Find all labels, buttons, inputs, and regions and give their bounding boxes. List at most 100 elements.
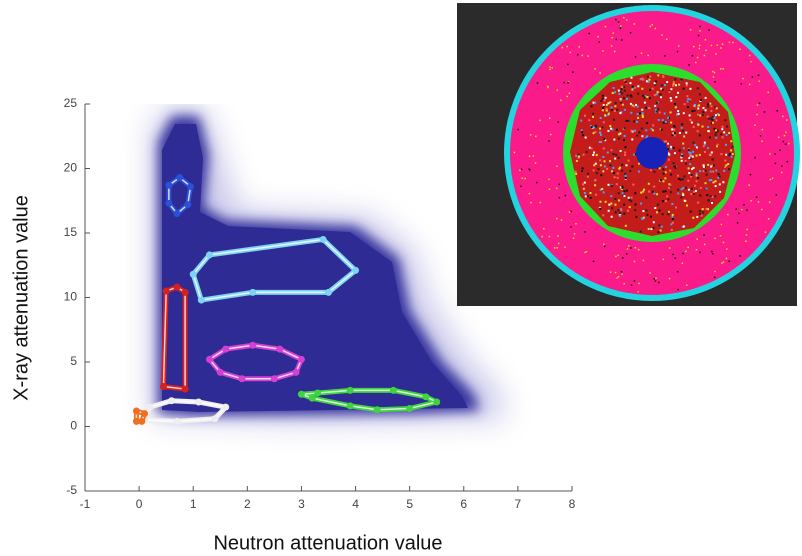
speckle-dot	[714, 271, 716, 273]
y-axis-title: X-ray attenuation value	[10, 195, 32, 401]
speckle-dot	[632, 184, 634, 186]
speckle-dot	[614, 110, 616, 112]
speckle-dot	[606, 168, 608, 170]
speckle-dot	[695, 62, 697, 64]
speckle-dot	[670, 146, 672, 148]
speckle-dot	[746, 209, 748, 211]
speckle-dot	[705, 97, 707, 99]
speckle-dot	[620, 150, 622, 152]
speckle-dot	[548, 179, 550, 181]
speckle-dot	[702, 208, 704, 210]
speckle-dot	[657, 74, 659, 76]
speckle-dot	[665, 121, 667, 123]
speckle-dot	[583, 154, 585, 156]
speckle-dot	[596, 172, 598, 174]
polygon-vertex	[320, 236, 327, 243]
polygon-vertex	[211, 415, 218, 422]
speckle-dot	[689, 119, 691, 121]
speckle-dot	[592, 116, 594, 118]
speckle-dot	[667, 198, 669, 200]
speckle-dot	[521, 169, 523, 171]
speckle-dot	[675, 257, 677, 259]
speckle-dot	[705, 39, 707, 41]
speckle-dot	[665, 140, 667, 142]
speckle-dot	[647, 55, 649, 57]
speckle-dot	[721, 224, 723, 226]
speckle-dot	[698, 104, 700, 106]
speckle-dot	[601, 188, 603, 190]
speckle-dot	[683, 135, 685, 137]
speckle-dot	[703, 166, 705, 168]
speckle-dot	[694, 185, 696, 187]
polygon-vertex	[314, 389, 321, 396]
speckle-dot	[703, 234, 705, 236]
speckle-dot	[715, 170, 717, 172]
speckle-dot	[586, 151, 588, 153]
speckle-dot	[615, 256, 617, 258]
speckle-dot	[738, 213, 740, 215]
speckle-dot	[587, 55, 589, 57]
speckle-dot	[588, 119, 590, 121]
speckle-dot	[696, 238, 698, 240]
speckle-dot	[656, 211, 658, 213]
speckle-dot	[624, 154, 626, 156]
polygon-vertex	[217, 369, 224, 376]
speckle-dot	[715, 137, 717, 139]
speckle-dot	[759, 103, 761, 105]
speckle-dot	[677, 289, 679, 291]
speckle-dot	[659, 111, 661, 113]
polygon-vertex	[163, 288, 170, 295]
speckle-dot	[641, 217, 643, 219]
speckle-dot	[712, 71, 714, 73]
speckle-dot	[561, 219, 563, 221]
speckle-dot	[595, 163, 597, 165]
speckle-dot	[782, 116, 784, 118]
speckle-dot	[703, 145, 705, 147]
speckle-dot	[630, 77, 632, 79]
speckle-dot	[714, 277, 716, 279]
speckle-dot	[683, 112, 685, 114]
speckle-dot	[728, 260, 730, 262]
speckle-dot	[556, 89, 558, 91]
speckle-dot	[672, 254, 674, 256]
speckle-dot	[696, 175, 698, 177]
speckle-dot	[709, 179, 711, 181]
speckle-dot	[630, 32, 632, 34]
speckle-dot	[749, 84, 751, 86]
speckle-dot	[662, 200, 664, 202]
speckle-dot	[715, 180, 717, 182]
polygon-vertex	[374, 406, 381, 413]
speckle-dot	[599, 141, 601, 143]
speckle-dot	[656, 102, 658, 104]
speckle-dot	[670, 122, 672, 124]
speckle-dot	[536, 182, 538, 184]
speckle-dot	[648, 81, 650, 83]
speckle-dot	[660, 179, 662, 181]
speckle-dot	[672, 134, 674, 136]
speckle-dot	[746, 229, 748, 231]
speckle-dot	[670, 97, 672, 99]
speckle-dot	[665, 200, 667, 202]
speckle-dot	[641, 88, 643, 90]
speckle-dot	[719, 183, 721, 185]
speckle-dot	[643, 189, 645, 191]
speckle-dot	[602, 98, 604, 100]
speckle-dot	[649, 76, 651, 78]
speckle-dot	[688, 149, 690, 151]
speckle-dot	[567, 46, 569, 48]
speckle-dot	[548, 140, 550, 142]
speckle-dot	[652, 88, 654, 90]
speckle-dot	[698, 35, 700, 37]
speckle-dot	[649, 272, 651, 274]
speckle-dot	[569, 211, 571, 213]
speckle-dot	[693, 142, 695, 144]
speckle-dot	[721, 128, 723, 130]
speckle-dot	[710, 110, 712, 112]
polygon-vertex	[222, 404, 229, 411]
speckle-dot	[768, 218, 770, 220]
speckle-dot	[638, 131, 640, 133]
speckle-dot	[673, 166, 675, 168]
speckle-dot	[582, 167, 584, 169]
speckle-dot	[692, 217, 694, 219]
x-tick-label: 3	[298, 497, 305, 511]
